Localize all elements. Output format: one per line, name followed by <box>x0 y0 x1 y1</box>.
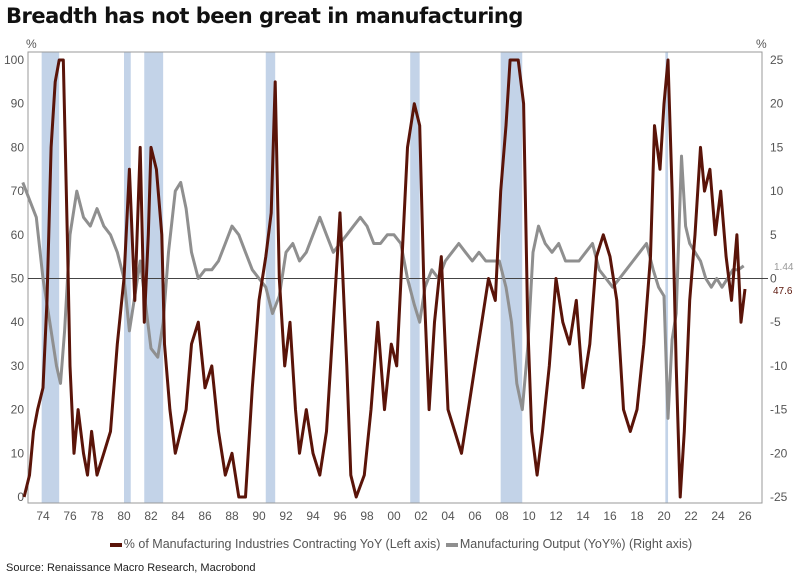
left-tick-label: 30 <box>11 359 25 373</box>
x-tick-label: 82 <box>144 509 158 523</box>
legend-label-output: Manufacturing Output (YoY%) (Right axis) <box>459 537 693 551</box>
right-tick-label: 25 <box>770 53 784 67</box>
last-value-contracting: 47.6 <box>773 286 793 297</box>
right-tick-label: 20 <box>770 97 784 111</box>
right-axis-unit: % <box>756 37 767 51</box>
x-tick-label: 92 <box>279 509 293 523</box>
left-tick-label: 20 <box>11 403 25 417</box>
plot-frame <box>27 51 763 504</box>
last-value-output: 1.44 <box>774 262 794 273</box>
right-tick-label: 10 <box>770 184 784 198</box>
x-tick-label: 86 <box>198 509 212 523</box>
right-tick-label: -20 <box>770 446 788 460</box>
x-tick-label: 96 <box>333 509 347 523</box>
legend-swatch-output <box>445 542 458 547</box>
x-tick-label: 24 <box>711 509 725 523</box>
left-axis-unit: % <box>26 37 37 51</box>
x-tick-label: 02 <box>414 509 428 523</box>
x-tick-label: 80 <box>117 509 131 523</box>
right-tick-label: -25 <box>770 490 788 504</box>
x-tick-label: 98 <box>360 509 374 523</box>
right-tick-label: -5 <box>770 315 781 329</box>
right-tick-label: 0 <box>770 272 777 286</box>
left-tick-label: 70 <box>11 184 25 198</box>
x-tick-label: 16 <box>603 509 617 523</box>
x-tick-label: 18 <box>630 509 644 523</box>
left-tick-label: 40 <box>11 315 25 329</box>
x-tick-label: 26 <box>738 509 752 523</box>
source-note: Source: Renaissance Macro Research, Macr… <box>6 562 256 574</box>
left-tick-label: 90 <box>11 97 25 111</box>
x-tick-label: 14 <box>576 509 590 523</box>
x-tick-label: 84 <box>171 509 185 523</box>
x-tick-label: 90 <box>252 509 266 523</box>
x-tick-label: 94 <box>306 509 320 523</box>
recession-band <box>410 52 420 503</box>
right-tick-label: 5 <box>770 228 777 242</box>
x-tick-label: 00 <box>387 509 401 523</box>
x-tick-label: 88 <box>225 509 239 523</box>
recession-band <box>124 52 131 503</box>
x-tick-label: 20 <box>657 509 671 523</box>
x-tick-label: 10 <box>522 509 536 523</box>
left-tick-label: 0 <box>17 490 24 504</box>
right-tick-label: 15 <box>770 140 784 154</box>
left-tick-label: 100 <box>4 53 24 67</box>
x-tick-label: 22 <box>684 509 698 523</box>
right-tick-label: -10 <box>770 359 788 373</box>
x-tick-label: 76 <box>63 509 77 523</box>
recession-band <box>41 52 60 503</box>
x-tick-label: 04 <box>441 509 455 523</box>
series-line-contracting <box>22 58 747 499</box>
x-tick-label: 08 <box>495 509 509 523</box>
x-tick-label: 78 <box>90 509 104 523</box>
recession-band <box>265 52 276 503</box>
left-tick-label: 80 <box>11 140 25 154</box>
x-tick-label: 06 <box>468 509 482 523</box>
left-tick-label: 60 <box>11 228 25 242</box>
x-tick-label: 74 <box>36 509 50 523</box>
chart-title: Breadth has not been great in manufactur… <box>6 4 523 28</box>
legend-swatch-contracting <box>109 542 122 547</box>
right-tick-label: -15 <box>770 403 788 417</box>
left-tick-label: 50 <box>11 272 25 286</box>
x-tick-label: 12 <box>549 509 563 523</box>
recession-band <box>665 52 669 503</box>
legend-label-contracting: % of Manufacturing Industries Contractin… <box>123 537 441 551</box>
left-tick-label: 10 <box>11 446 25 460</box>
legend: % of Manufacturing Industries Contractin… <box>0 537 800 551</box>
